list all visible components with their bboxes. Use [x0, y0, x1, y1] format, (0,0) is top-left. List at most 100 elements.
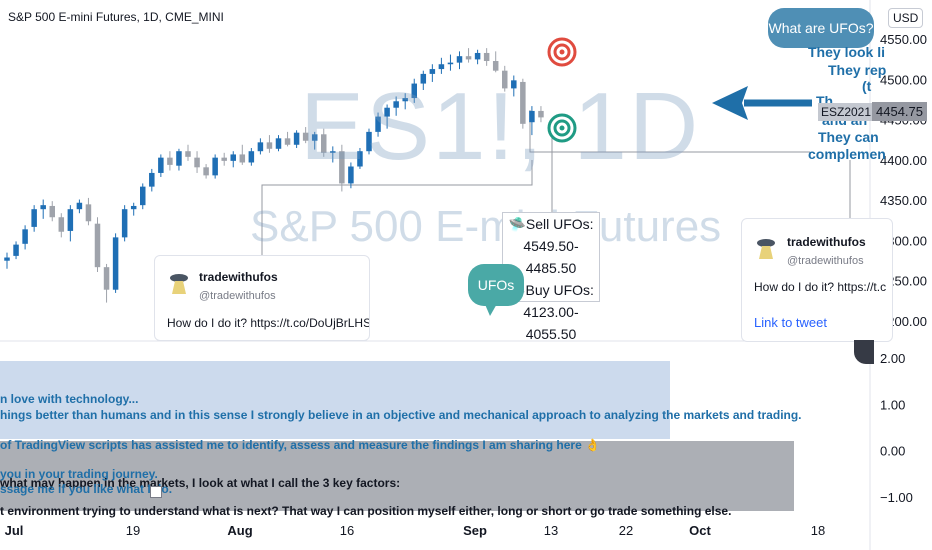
candle-body: [393, 101, 399, 108]
candle-body: [420, 73, 427, 84]
y-tick-label: 4500.00: [880, 72, 927, 87]
candle-body: [275, 138, 282, 149]
candle-body: [149, 172, 155, 187]
candle-body: [76, 202, 83, 210]
y-tick-label: 4400.00: [880, 153, 927, 168]
candle-body: [239, 154, 246, 163]
ufos-bubble-tail: [484, 302, 498, 316]
candles-group: [4, 48, 544, 303]
candle-body: [357, 151, 363, 167]
candle-body: [465, 56, 472, 60]
candle-body: [4, 257, 10, 261]
x-tick-label: Oct: [689, 523, 711, 538]
candle-body: [257, 142, 264, 152]
right-text-3: (t: [862, 78, 872, 94]
candle-body: [194, 157, 200, 168]
x-tick-label: Jul: [5, 523, 24, 538]
tweet-user[interactable]: tradewithufos: [787, 235, 866, 249]
candle-body: [130, 205, 137, 210]
candle-body: [40, 205, 46, 210]
candle-body: [167, 157, 173, 165]
candle-body: [483, 52, 490, 62]
candle-body: [366, 131, 372, 152]
buy-ufos-range: 4123.00-4055.50: [523, 304, 579, 342]
candle-body: [85, 204, 92, 222]
note-line-3: of TradingView scripts has assisted me t…: [0, 438, 601, 452]
candle-body: [103, 267, 110, 290]
note-line-4: you in your trading journey.: [0, 467, 158, 481]
tweet-handle[interactable]: @tradewithufos: [787, 255, 864, 267]
right-text-6: They can: [818, 129, 879, 145]
candle-body: [302, 132, 309, 141]
scroll-handle[interactable]: [854, 340, 874, 364]
checkbox-icon[interactable]: [150, 486, 162, 498]
symbol-price-tag: ESZ2021: [818, 103, 875, 121]
lower-tick-label: −1.00: [880, 490, 913, 505]
candle-body: [112, 237, 119, 290]
ufos-bubble[interactable]: UFOs: [468, 264, 524, 306]
tweet-handle[interactable]: @tradewithufos: [199, 290, 276, 302]
candle-body: [203, 167, 209, 176]
buy-target-icon: [547, 113, 577, 143]
tweet-card-left[interactable]: tradewithufos @tradewithufos How do I do…: [154, 255, 370, 341]
x-tick-label: 16: [340, 523, 354, 538]
candle-body: [492, 61, 499, 71]
right-text-2: They rep: [828, 62, 887, 78]
last-price-tag: 4454.75: [872, 102, 927, 121]
candle-body: [248, 151, 255, 163]
candle-body: [31, 209, 37, 227]
note-line-6: ssage me if you like what I do.: [0, 482, 173, 496]
candle-body: [375, 116, 381, 132]
candle-body: [438, 64, 445, 70]
sell-ufos-label: 🛸Sell UFOs:: [508, 216, 594, 232]
candle-body: [511, 80, 517, 89]
candle-body: [456, 56, 463, 63]
candle-body: [158, 157, 164, 173]
tweet-text: How do I do it? https://t.co/DoUjBrLHST: [167, 316, 370, 330]
ufo-icon: 🛸: [508, 216, 526, 232]
watermark-name: S&P 500 E-mini Futures: [250, 202, 722, 251]
candle-body: [121, 209, 128, 238]
candle-body: [140, 186, 146, 206]
sell-target-icon: [547, 37, 577, 67]
candle-body: [293, 132, 300, 145]
candle-body: [176, 151, 182, 166]
candle-body: [266, 142, 273, 149]
note-line-1: n love with technology...: [0, 392, 139, 406]
candle-body: [384, 107, 390, 117]
x-tick-label: 22: [619, 523, 633, 538]
right-text-1: They look li: [808, 44, 886, 60]
tweet-leader-line: [261, 160, 533, 255]
x-tick-label: 18: [811, 523, 825, 538]
chart-title: S&P 500 E-mini Futures, 1D, CME_MINI: [8, 10, 224, 24]
lower-tick-label: 2.00: [880, 351, 905, 366]
candle-body: [58, 217, 65, 232]
candle-body: [339, 151, 345, 184]
candle-body: [402, 98, 408, 102]
y-tick-label: 4350.00: [880, 193, 927, 208]
candle-body: [230, 154, 236, 161]
lower-pane-note-box-gray: [0, 441, 794, 511]
candle-body: [429, 69, 436, 74]
currency-button[interactable]: USD: [888, 8, 924, 28]
ufo-avatar-icon: [756, 237, 776, 261]
tweet-text: How do I do it? https://t.c: [754, 280, 887, 294]
question-bubble[interactable]: What are UFOs?: [768, 8, 874, 48]
tweet-user[interactable]: tradewithufos: [199, 270, 278, 284]
candle-body: [447, 62, 454, 65]
note-line-7: t environment trying to understand what …: [0, 504, 732, 518]
candle-body: [538, 110, 544, 118]
tweet-card-right[interactable]: tradewithufos @tradewithufos How do I do…: [741, 218, 893, 342]
candle-body: [212, 157, 218, 176]
lower-tick-label: 0.00: [880, 444, 905, 459]
x-tick-label: Aug: [227, 523, 252, 538]
ufo-avatar-icon: [169, 272, 189, 296]
link-to-tweet[interactable]: Link to tweet: [754, 315, 827, 330]
candle-body: [411, 83, 417, 99]
candle-body: [474, 52, 481, 60]
x-tick-label: 19: [126, 523, 140, 538]
candle-body: [22, 229, 28, 244]
y-tick-label: 4550.00: [880, 32, 927, 47]
lower-pane-ticks: 2.00 1.00 0.00 −1.00: [880, 351, 913, 505]
